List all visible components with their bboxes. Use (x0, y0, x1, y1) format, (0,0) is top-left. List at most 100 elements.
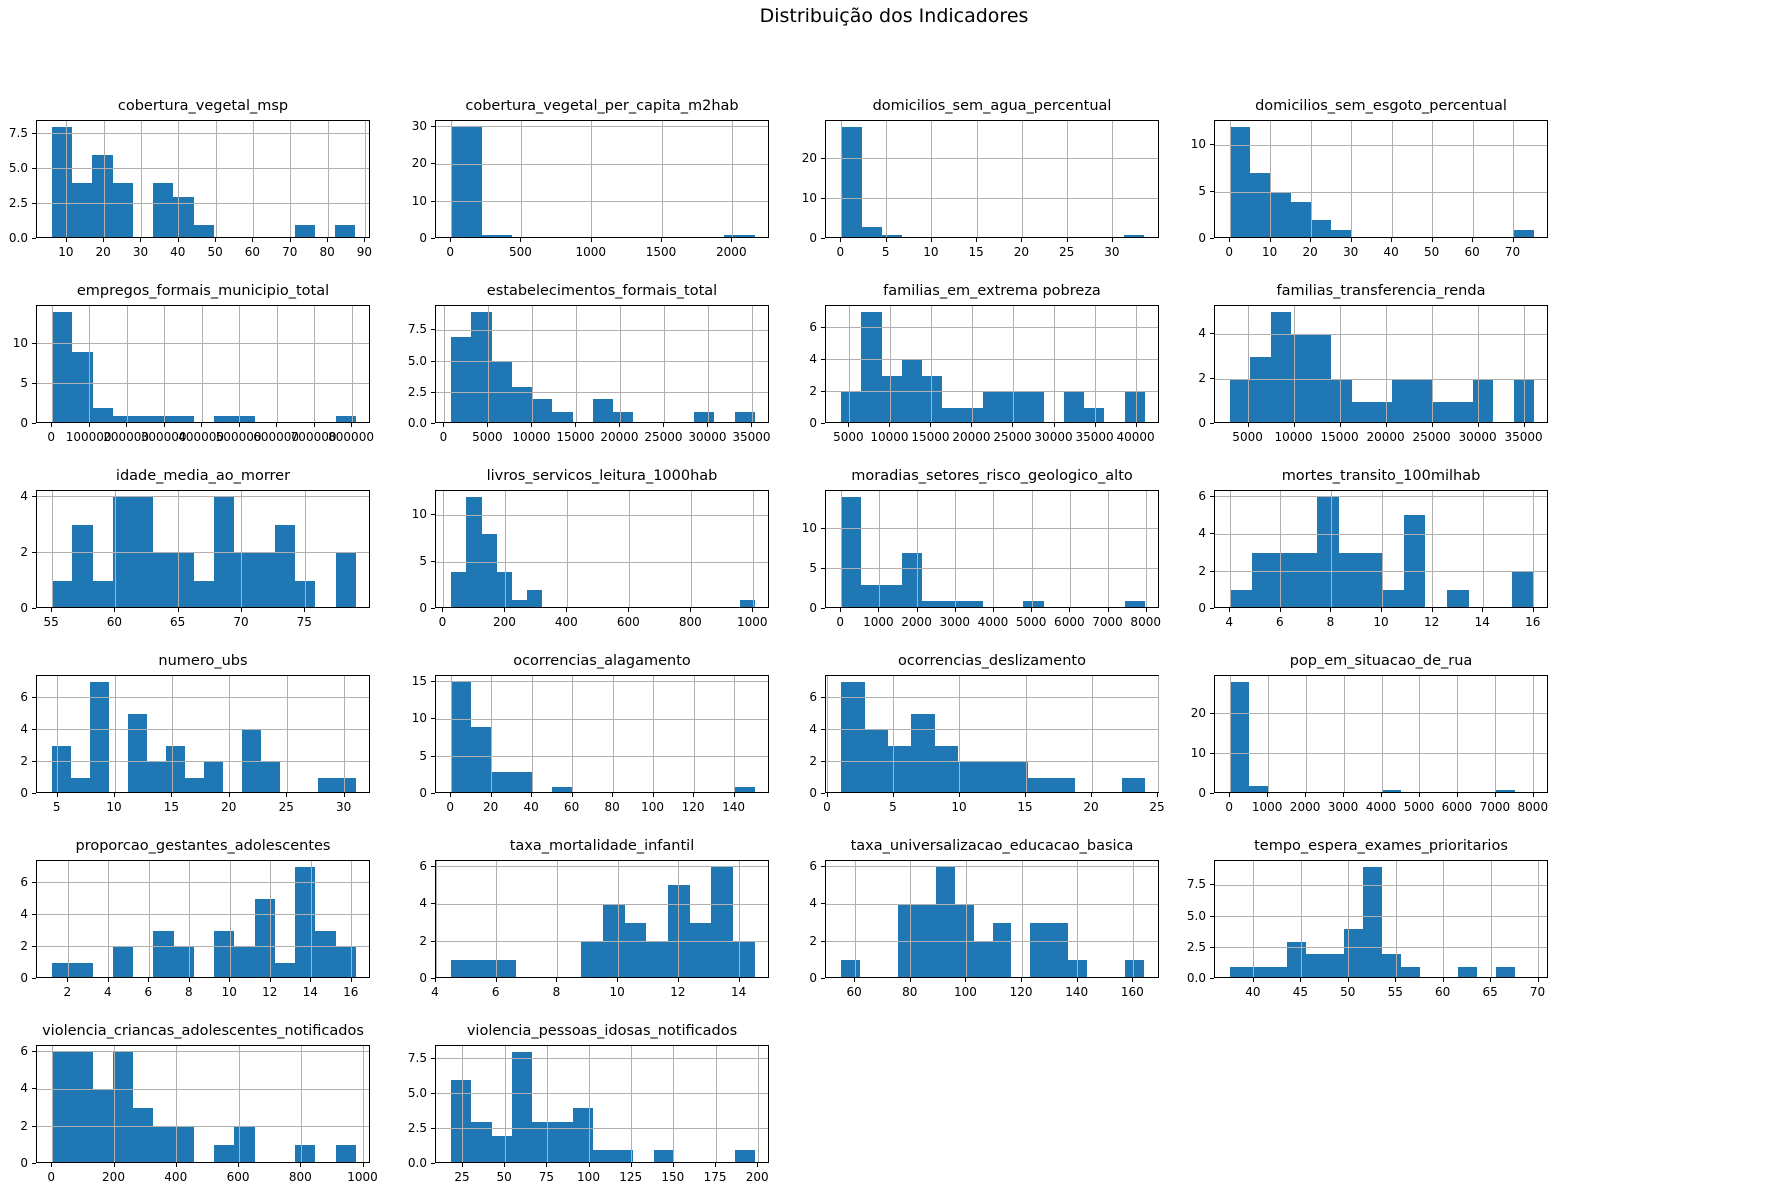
x-tick-mark (351, 423, 353, 427)
x-gridline (435, 861, 437, 977)
x-gridline (286, 676, 288, 792)
y-tick-mark (821, 865, 825, 867)
x-tick-mark (107, 978, 109, 982)
histogram-bar (274, 962, 296, 977)
x-tick-mark (588, 1163, 590, 1167)
histogram-bar (51, 126, 73, 237)
histogram-bar (532, 399, 553, 422)
histogram-bar (733, 941, 755, 977)
histogram-bar (72, 524, 93, 607)
histogram-bar (451, 960, 473, 977)
plot-area (825, 305, 1159, 423)
y-tick-label: 0.0 (407, 416, 427, 430)
x-tick-label: 30 (335, 800, 352, 814)
x-tick-mark (114, 793, 116, 797)
y-tick-label: 0 (20, 416, 28, 430)
x-tick-mark (67, 978, 69, 982)
x-tick-label: 10000 (512, 430, 551, 444)
y-tick-label: 5.0 (407, 1085, 427, 1100)
y-tick-mark (1210, 423, 1214, 424)
x-tick-mark (612, 793, 614, 797)
y-gridline (37, 1051, 369, 1053)
x-tick-label: 25000 (993, 430, 1032, 444)
x-tick-label: 20 (1302, 245, 1318, 259)
plot-area (825, 120, 1159, 238)
x-gridline (678, 861, 680, 977)
y-tick-mark (1210, 378, 1214, 380)
x-gridline (1136, 306, 1138, 422)
x-tick-label: 35000 (1075, 430, 1114, 444)
y-tick-label: 10 (1190, 745, 1206, 760)
x-tick-label: 8000 (1517, 800, 1549, 814)
x-tick-mark (504, 608, 506, 612)
x-tick-mark (1229, 608, 1231, 612)
histogram-bar (881, 234, 902, 237)
x-gridline (252, 121, 254, 237)
histogram-bar (234, 1126, 255, 1162)
x-gridline (462, 1046, 464, 1162)
x-gridline (1021, 121, 1023, 237)
chart-title: violencia_pessoas_idosas_notificados (466, 1023, 738, 1039)
x-tick-label: 400 (554, 615, 578, 629)
x-tick-label: 1500 (645, 245, 677, 259)
x-tick-label: 25 (1149, 800, 1165, 814)
histogram-bar (335, 1145, 356, 1162)
y-tick-label: 7.5 (407, 1050, 427, 1065)
y-gridline (826, 158, 1158, 160)
x-tick-label: 140 (1065, 985, 1089, 999)
x-tick-label: 10000 (1274, 430, 1313, 444)
y-tick-mark (431, 903, 435, 905)
x-tick-mark (364, 238, 366, 242)
histogram-bar (841, 496, 862, 607)
x-tick-label: 40000 (1116, 430, 1155, 444)
y-tick-label: 0 (1198, 416, 1206, 430)
x-tick-label: 1000 (575, 245, 607, 259)
histogram-bar (203, 761, 223, 792)
histogram-bar (1331, 379, 1352, 422)
x-tick-label: 0 (438, 615, 447, 629)
chart-title: idade_media_ao_morrer (115, 468, 291, 484)
x-tick-label: 14 (302, 985, 318, 999)
x-gridline (1348, 861, 1350, 977)
y-gridline (1215, 571, 1547, 573)
histogram-bar (1457, 966, 1477, 977)
x-tick-mark (916, 608, 918, 612)
plot-area (435, 1045, 769, 1163)
x-gridline (241, 491, 243, 607)
y-tick-mark (32, 382, 36, 384)
plot-area (1214, 490, 1548, 608)
y-tick-label: 15 (411, 673, 427, 688)
histogram-bar (173, 946, 194, 977)
x-gridline (848, 306, 850, 422)
y-gridline (37, 496, 369, 498)
x-gridline (751, 306, 753, 422)
x-gridline (364, 121, 366, 237)
plot-area (825, 490, 1159, 608)
y-gridline (37, 697, 369, 699)
y-gridline (436, 1093, 768, 1095)
y-tick-label: 0 (1198, 601, 1206, 615)
histogram-bar (294, 224, 315, 237)
x-tick-mark (1094, 423, 1096, 427)
histogram-bar (234, 946, 255, 977)
y-tick-mark (431, 608, 435, 609)
y-tick-mark (1210, 533, 1214, 535)
y-tick-label: 7.5 (1186, 877, 1206, 892)
x-tick-mark (350, 978, 352, 982)
x-tick-label: 80 (319, 245, 335, 259)
x-gridline (1025, 676, 1027, 792)
x-tick-label: 4 (104, 985, 112, 999)
x-tick-mark (715, 1163, 717, 1167)
histogram-bar (451, 681, 472, 792)
histogram-bar (916, 904, 936, 977)
chart-title: taxa_mortalidade_infantil (509, 838, 695, 854)
x-tick-label: 160 (1120, 985, 1144, 999)
histogram-bar (127, 713, 147, 792)
x-tick-label: 65 (1482, 985, 1498, 999)
histogram-bar (92, 407, 113, 422)
x-tick-mark (175, 1163, 177, 1167)
y-gridline (826, 903, 1158, 905)
histogram-bar (481, 534, 497, 607)
y-tick-label: 20 (801, 150, 817, 165)
x-tick-mark (495, 978, 497, 982)
